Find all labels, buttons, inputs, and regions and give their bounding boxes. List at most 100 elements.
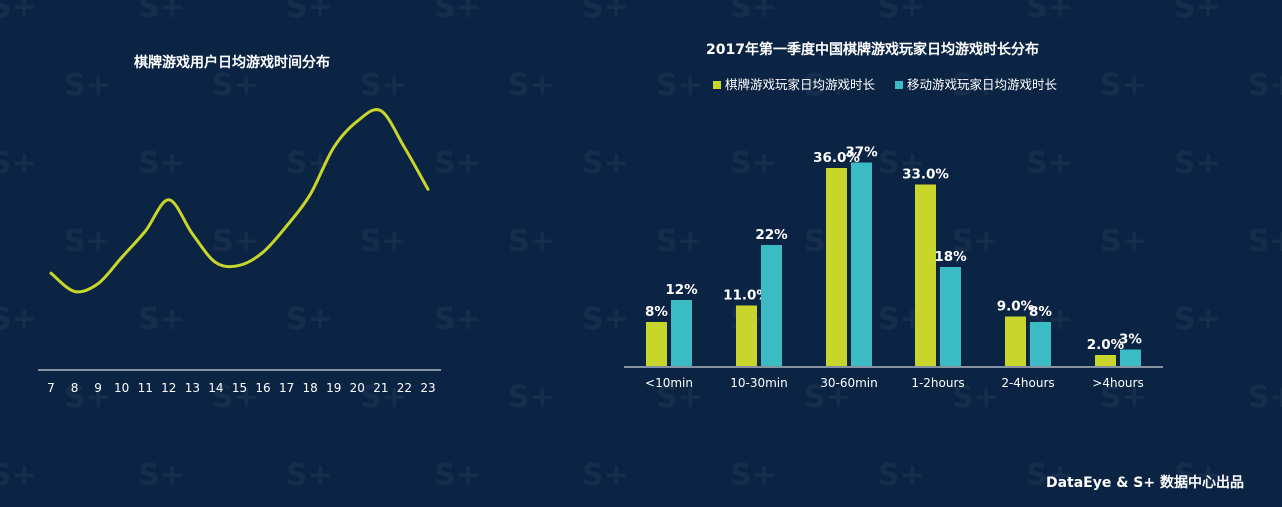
bar-data-label-series-b: 37% bbox=[845, 145, 878, 161]
bar-series-b bbox=[671, 300, 692, 366]
watermark-logo: S+ bbox=[0, 146, 37, 181]
watermark-logo: S+ bbox=[1248, 224, 1282, 259]
watermark-logo: S+ bbox=[1100, 380, 1147, 415]
bar-chart-legend: 棋牌游戏玩家日均游戏时长 移动游戏玩家日均游戏时长 bbox=[713, 74, 1073, 93]
watermark-logo: S+ bbox=[1026, 0, 1073, 25]
bar-data-label-series-b: 8% bbox=[1029, 304, 1052, 320]
bar-chart-category-label: 10-30min bbox=[730, 376, 788, 390]
bar-data-label-series-b: 12% bbox=[665, 282, 698, 298]
watermark-logo: S+ bbox=[64, 224, 111, 259]
watermark-logo: S+ bbox=[730, 146, 777, 181]
watermark-logo: S+ bbox=[434, 302, 481, 337]
bar-data-label-series-a: 2.0% bbox=[1087, 337, 1125, 353]
bar-chart-category-label: 30-60min bbox=[820, 376, 878, 390]
line-series bbox=[49, 108, 430, 294]
bar-chart: 8% 12% <10min 11.0% 22% 10-30min 36.0%37% 30-60… bbox=[624, 145, 1163, 390]
watermark-logo: S+ bbox=[656, 380, 703, 415]
line-chart-x-tick-label: 11 bbox=[138, 381, 153, 395]
bar-series-b bbox=[940, 267, 961, 366]
line-chart-x-tick-label: 22 bbox=[397, 381, 412, 395]
watermark-logo: S+ bbox=[138, 146, 185, 181]
bar-chart-category-label: 2-4hours bbox=[1001, 376, 1054, 390]
watermark-logo: S+ bbox=[0, 302, 37, 337]
watermark-logo: S+ bbox=[1248, 380, 1282, 415]
watermark-logo: S+ bbox=[1100, 68, 1147, 103]
watermark-logo: S+ bbox=[1174, 0, 1221, 25]
watermark-logo: S+ bbox=[878, 0, 925, 25]
bar-chart-category-label: >4hours bbox=[1092, 376, 1143, 390]
line-chart-x-tick-label: 21 bbox=[373, 381, 388, 395]
bar-chart-title: 2017年第一季度中国棋牌游戏玩家日均游戏时长分布 bbox=[706, 42, 1039, 58]
watermark-logo: S+ bbox=[0, 0, 37, 25]
line-chart-x-tick-label: 17 bbox=[279, 381, 294, 395]
watermark-logo: S+ bbox=[1026, 458, 1073, 493]
watermark-logo: S+ bbox=[1174, 146, 1221, 181]
watermark-logo: S+ bbox=[212, 68, 259, 103]
line-chart-x-tick-label: 19 bbox=[326, 381, 341, 395]
watermark-logo: S+ bbox=[804, 380, 851, 415]
watermark-logo: S+ bbox=[582, 458, 629, 493]
legend-label-series-a: 棋牌游戏玩家日均游戏时长 bbox=[725, 77, 876, 92]
watermark-logo: S+ bbox=[212, 380, 259, 415]
legend-swatch-series-a bbox=[713, 81, 721, 89]
bar-data-label-series-a: 33.0% bbox=[902, 167, 949, 183]
watermark-logo: S+ bbox=[286, 302, 333, 337]
watermark-logo: S+ bbox=[64, 68, 111, 103]
watermark-logo: S+ bbox=[878, 146, 925, 181]
watermark-logo: S+ bbox=[0, 458, 37, 493]
watermark-logo: S+ bbox=[1248, 68, 1282, 103]
watermark-logo: S+ bbox=[434, 0, 481, 25]
line-chart-x-tick-label: 7 bbox=[47, 381, 55, 395]
bar-chart-category-label: 1-2hours bbox=[911, 376, 964, 390]
watermark-logo: S+ bbox=[1174, 302, 1221, 337]
bar-series-a bbox=[736, 305, 757, 366]
watermark-logo: S+ bbox=[508, 68, 555, 103]
bar-series-a bbox=[915, 184, 936, 366]
line-chart-x-tick-label: 16 bbox=[255, 381, 270, 395]
bar-series-b bbox=[1030, 322, 1051, 366]
line-chart-x-tick-label: 12 bbox=[161, 381, 176, 395]
bar-series-a bbox=[826, 168, 847, 366]
watermark-logo: S+ bbox=[582, 302, 629, 337]
line-chart-title: 棋牌游戏用户日均游戏时间分布 bbox=[134, 55, 330, 71]
line-chart-x-tick-label: 14 bbox=[208, 381, 223, 395]
legend-swatch-series-b bbox=[895, 81, 903, 89]
watermark-logo: S+ bbox=[952, 68, 999, 103]
watermark-logo: S+ bbox=[64, 380, 111, 415]
watermark-logo: S+ bbox=[804, 68, 851, 103]
bar-data-label-series-b: 3% bbox=[1119, 332, 1142, 348]
line-chart-x-tick-label: 8 bbox=[71, 381, 79, 395]
watermark-logo: S+ bbox=[434, 146, 481, 181]
watermark-logo: S+ bbox=[656, 68, 703, 103]
bar-data-label-series-a: 9.0% bbox=[997, 299, 1035, 315]
bar-data-label-series-a: 36.0% bbox=[813, 150, 860, 166]
watermark-logo: S+ bbox=[508, 380, 555, 415]
watermark-logo: S+ bbox=[212, 224, 259, 259]
bar-data-label-series-a: 8% bbox=[645, 304, 668, 320]
watermark-logo: S+ bbox=[656, 224, 703, 259]
watermark-logo: S+ bbox=[360, 68, 407, 103]
legend-item-series-a: 棋牌游戏玩家日均游戏时长 bbox=[713, 74, 875, 93]
bar-data-label-series-b: 22% bbox=[755, 227, 788, 243]
watermark-logo: S+ bbox=[434, 458, 481, 493]
bar-series-a bbox=[1005, 316, 1026, 366]
line-chart-x-tick-label: 9 bbox=[94, 381, 102, 395]
watermark-logo: S+ bbox=[508, 224, 555, 259]
watermark-logo: S+ bbox=[582, 0, 629, 25]
watermark-logo: S+ bbox=[952, 224, 999, 259]
watermark-logo: S+ bbox=[138, 0, 185, 25]
line-chart-x-tick-label: 23 bbox=[420, 381, 435, 395]
watermark-logo: S+ bbox=[138, 458, 185, 493]
bar-chart-category-label: <10min bbox=[645, 376, 693, 390]
watermark-logo: S+ bbox=[1026, 146, 1073, 181]
watermark-logo: S+ bbox=[286, 458, 333, 493]
bar-series-b bbox=[761, 245, 782, 366]
watermark-logo: S+ bbox=[360, 224, 407, 259]
bar-data-label-series-a: 11.0% bbox=[723, 288, 770, 304]
watermark-logo: S+ bbox=[360, 380, 407, 415]
footer-credit: DataEye & S+ 数据中心出品 bbox=[1045, 475, 1244, 491]
legend-item-series-b: 移动游戏玩家日均游戏时长 bbox=[895, 74, 1057, 93]
line-chart-x-tick-label: 10 bbox=[114, 381, 129, 395]
line-chart-x-tick-label: 18 bbox=[303, 381, 318, 395]
